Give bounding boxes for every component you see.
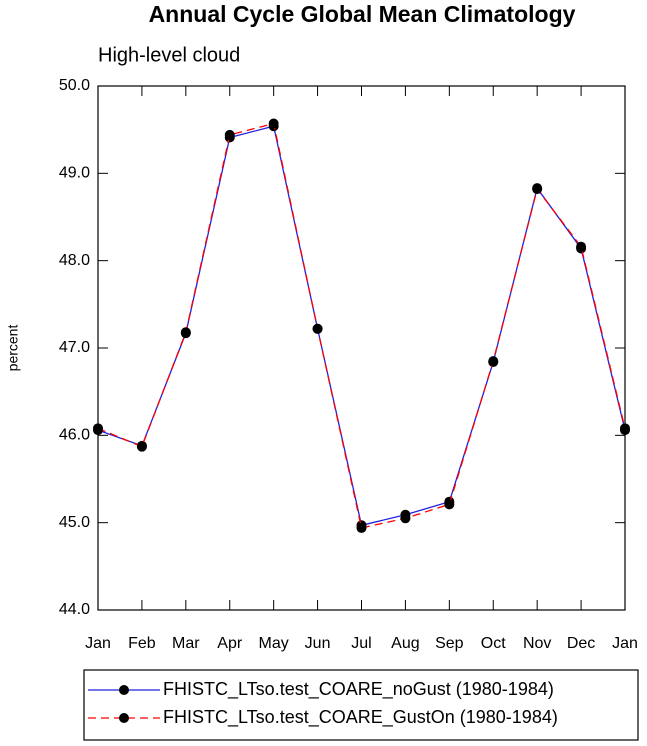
x-tick-label: Nov bbox=[523, 635, 551, 652]
x-tick-label: Dec bbox=[567, 635, 595, 652]
y-tick-label: 50.0 bbox=[59, 77, 90, 94]
x-tick-label: May bbox=[259, 635, 289, 652]
marker bbox=[224, 129, 235, 140]
legend-marker bbox=[119, 685, 129, 695]
marker bbox=[532, 184, 543, 195]
legend-label: FHISTC_LTso.test_COARE_GustOn (1980-1984… bbox=[163, 707, 558, 728]
y-tick-label: 48.0 bbox=[59, 252, 90, 269]
x-tick-label: Oct bbox=[481, 635, 506, 652]
x-tick-label: Aug bbox=[391, 635, 419, 652]
marker bbox=[93, 423, 103, 434]
y-tick-label: 47.0 bbox=[59, 339, 90, 356]
y-tick-label: 44.0 bbox=[59, 601, 90, 618]
marker bbox=[136, 441, 147, 452]
x-tick-label: Feb bbox=[128, 635, 156, 652]
marker bbox=[180, 327, 191, 338]
marker bbox=[356, 522, 367, 533]
marker bbox=[488, 356, 499, 367]
x-tick-label: Mar bbox=[172, 635, 200, 652]
marker bbox=[576, 241, 587, 252]
x-tick-label: Jan bbox=[85, 635, 111, 652]
series-line bbox=[97, 122, 626, 529]
x-tick-label: Sep bbox=[435, 635, 464, 652]
x-tick-label: Jun bbox=[305, 635, 331, 652]
marker bbox=[620, 423, 630, 434]
legend-box bbox=[83, 669, 639, 741]
y-tick-label: 45.0 bbox=[59, 514, 90, 531]
legend-marker bbox=[119, 713, 129, 723]
y-tick-label: 49.0 bbox=[59, 165, 90, 182]
marker bbox=[312, 323, 323, 334]
x-tick-label: Apr bbox=[217, 635, 243, 652]
series-line bbox=[97, 125, 626, 527]
marker bbox=[444, 499, 455, 510]
marker bbox=[268, 118, 279, 129]
y-axis-label: percent bbox=[5, 325, 21, 372]
y-tick-label: 46.0 bbox=[59, 427, 90, 444]
x-tick-label: Jul bbox=[351, 635, 371, 652]
legend-label: FHISTC_LTso.test_COARE_noGust (1980-1984… bbox=[163, 679, 554, 700]
chart-title: Annual Cycle Global Mean Climatology bbox=[149, 1, 576, 27]
marker bbox=[400, 513, 411, 524]
chart-subtitle: High-level cloud bbox=[98, 44, 240, 66]
x-tick-label: Jan bbox=[612, 635, 638, 652]
